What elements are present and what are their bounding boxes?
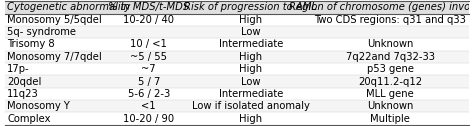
Text: Monosomy Y: Monosomy Y bbox=[7, 101, 70, 111]
Text: High: High bbox=[239, 52, 263, 62]
Text: 5 / 7: 5 / 7 bbox=[137, 76, 160, 87]
Text: Low: Low bbox=[241, 27, 261, 37]
Text: Multiple: Multiple bbox=[370, 114, 410, 124]
Text: Monosomy 5/5qdel: Monosomy 5/5qdel bbox=[7, 15, 102, 25]
Bar bbox=[5, 51, 469, 63]
Text: High: High bbox=[239, 114, 263, 124]
Text: Monosomy 7/7qdel: Monosomy 7/7qdel bbox=[7, 52, 102, 62]
Text: Low if isolated anomaly: Low if isolated anomaly bbox=[192, 101, 310, 111]
Text: High: High bbox=[239, 15, 263, 25]
Text: 17p-: 17p- bbox=[7, 64, 30, 74]
Bar bbox=[5, 1, 469, 14]
Text: Unknown: Unknown bbox=[367, 101, 413, 111]
Bar bbox=[5, 75, 469, 88]
Bar bbox=[5, 38, 469, 51]
Text: 5-6 / 2-3: 5-6 / 2-3 bbox=[128, 89, 170, 99]
Bar bbox=[5, 26, 469, 38]
Text: High: High bbox=[239, 64, 263, 74]
Text: 11q23: 11q23 bbox=[7, 89, 39, 99]
Text: Trisomy 8: Trisomy 8 bbox=[7, 39, 55, 50]
Text: Risk of progression to AML: Risk of progression to AML bbox=[184, 2, 318, 12]
Text: Unknown: Unknown bbox=[367, 39, 413, 50]
Bar bbox=[5, 112, 469, 125]
Text: 10-20 / 40: 10-20 / 40 bbox=[123, 15, 174, 25]
Bar bbox=[5, 100, 469, 112]
Text: 7q22and 7q32-33: 7q22and 7q32-33 bbox=[346, 52, 435, 62]
Text: 20q11.2-q12: 20q11.2-q12 bbox=[358, 76, 422, 87]
Text: % in MDS/t-MDS: % in MDS/t-MDS bbox=[108, 2, 190, 12]
Text: Low: Low bbox=[241, 76, 261, 87]
Text: p53 gene: p53 gene bbox=[367, 64, 414, 74]
Text: MLL gene: MLL gene bbox=[366, 89, 414, 99]
Text: Region of chromosome (genes) involved: Region of chromosome (genes) involved bbox=[289, 2, 474, 12]
Text: ~5 / 55: ~5 / 55 bbox=[130, 52, 167, 62]
Text: 5q- syndrome: 5q- syndrome bbox=[7, 27, 76, 37]
Bar bbox=[5, 14, 469, 26]
Bar bbox=[5, 88, 469, 100]
Text: 10-20 / 90: 10-20 / 90 bbox=[123, 114, 174, 124]
Text: Two CDS regions: q31 and q33: Two CDS regions: q31 and q33 bbox=[314, 15, 466, 25]
Text: 20qdel: 20qdel bbox=[7, 76, 41, 87]
Text: Intermediate: Intermediate bbox=[219, 89, 283, 99]
Text: Intermediate: Intermediate bbox=[219, 39, 283, 50]
Text: <1: <1 bbox=[141, 101, 156, 111]
Text: 10 / <1: 10 / <1 bbox=[130, 39, 167, 50]
Bar bbox=[5, 63, 469, 75]
Text: Complex: Complex bbox=[7, 114, 51, 124]
Text: ~7: ~7 bbox=[141, 64, 156, 74]
Text: Cytogenetic abnormality: Cytogenetic abnormality bbox=[7, 2, 130, 12]
